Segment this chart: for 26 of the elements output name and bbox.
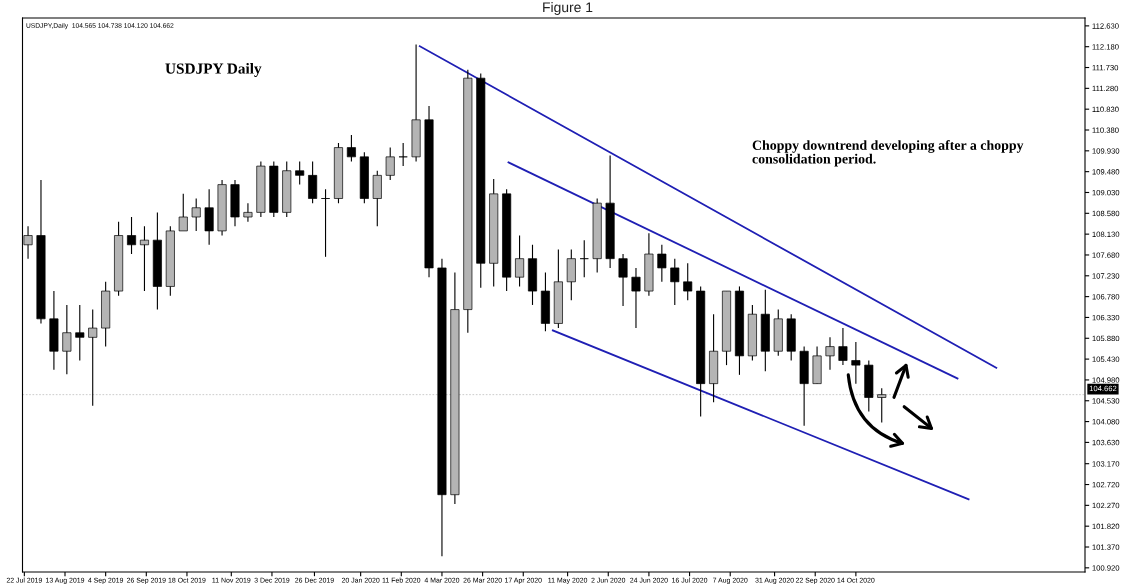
candlestick bbox=[75, 304, 85, 362]
candlestick bbox=[127, 216, 137, 255]
annotation: Choppy downtrend developing after a choppy consolidation period. bbox=[752, 140, 1024, 167]
candlestick bbox=[657, 244, 667, 283]
annotation: USDJPY Daily bbox=[165, 63, 262, 77]
candlestick bbox=[372, 170, 382, 227]
candlestick bbox=[139, 225, 149, 292]
candlestick bbox=[62, 304, 72, 375]
candlestick bbox=[838, 327, 848, 366]
candlestick bbox=[346, 134, 356, 163]
chart-title: Figure 1 bbox=[543, 2, 593, 15]
candlestick bbox=[631, 267, 641, 329]
candlestick bbox=[825, 336, 835, 371]
candlestick bbox=[385, 147, 395, 181]
candlestick bbox=[308, 160, 318, 204]
candlestick bbox=[515, 234, 525, 287]
candlestick bbox=[851, 341, 861, 385]
candlestick bbox=[566, 248, 576, 301]
candlestick bbox=[670, 258, 680, 306]
candlestick bbox=[295, 160, 305, 186]
candlestick bbox=[191, 197, 201, 232]
candlestick bbox=[204, 188, 214, 246]
candlestick bbox=[243, 202, 253, 223]
candlestick bbox=[683, 262, 693, 301]
candlestick bbox=[618, 253, 628, 307]
candlestick bbox=[178, 193, 188, 232]
